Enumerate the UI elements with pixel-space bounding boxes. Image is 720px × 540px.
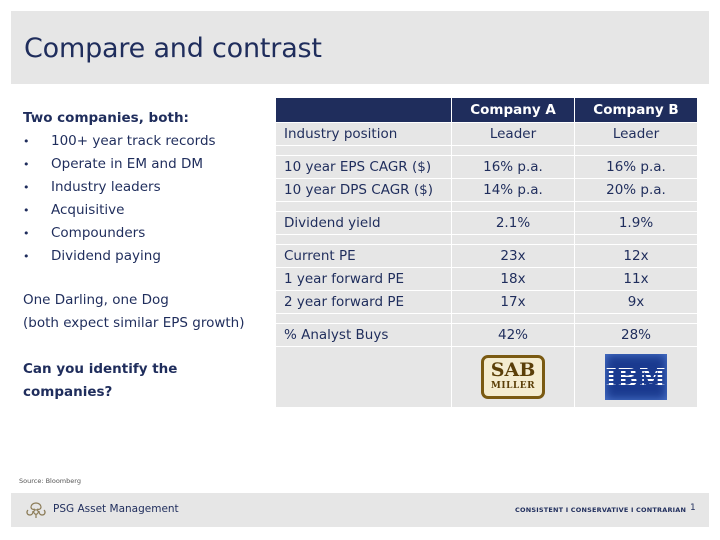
row-label: % Analyst Buys bbox=[275, 323, 452, 347]
table-row: 10 year DPS CAGR ($) 14% p.a. 20% p.a. bbox=[275, 178, 698, 202]
list-item: • Acquisitive bbox=[23, 199, 268, 222]
slide-title: Compare and contrast bbox=[24, 33, 322, 64]
sabmiller-logo-line2: MILLER bbox=[490, 381, 536, 391]
comparison-table-grid: Company A Company B Industry position Le… bbox=[275, 97, 698, 408]
company-b-value: Leader bbox=[574, 122, 698, 146]
sabmiller-logo: SAB MILLER bbox=[481, 355, 545, 399]
ibm-logo-text: IBM bbox=[605, 363, 667, 392]
company-a-value: 16% p.a. bbox=[451, 155, 575, 179]
company-b-value: 12x bbox=[574, 244, 698, 268]
company-b-logo-cell: IBM bbox=[574, 346, 698, 408]
header-cell-blank bbox=[275, 97, 452, 123]
title-bar: Compare and contrast bbox=[11, 11, 709, 84]
row-label: 10 year EPS CAGR ($) bbox=[275, 155, 452, 179]
list-item: • 100+ year track records bbox=[23, 130, 268, 153]
logo-row: SAB MILLER IBM bbox=[275, 346, 698, 408]
company-b-value: 16% p.a. bbox=[574, 155, 698, 179]
spacer bbox=[23, 268, 268, 289]
psg-logo-icon bbox=[26, 502, 46, 518]
header-company-a: Company A bbox=[451, 97, 575, 123]
bullet-text: 100+ year track records bbox=[51, 133, 216, 149]
bullet-icon: • bbox=[23, 135, 30, 148]
row-label: 10 year DPS CAGR ($) bbox=[275, 178, 452, 202]
bullet-icon: • bbox=[23, 181, 30, 194]
table-row: 1 year forward PE 18x 11x bbox=[275, 267, 698, 291]
company-b-value: 28% bbox=[574, 323, 698, 347]
company-b-value: 11x bbox=[574, 267, 698, 291]
company-a-value: 23x bbox=[451, 244, 575, 268]
intro-heading: Two companies, both: bbox=[23, 110, 189, 126]
table-row: 2 year forward PE 17x 9x bbox=[275, 290, 698, 314]
bullet-text: Dividend paying bbox=[51, 248, 161, 264]
table-spacer-row bbox=[275, 201, 698, 212]
list-item: • Compounders bbox=[23, 222, 268, 245]
company-a-value: 18x bbox=[451, 267, 575, 291]
comparison-table: Company A Company B Industry position Le… bbox=[275, 97, 698, 451]
row-label: Industry position bbox=[275, 122, 452, 146]
sabmiller-logo-line1: SAB bbox=[490, 359, 536, 381]
growth-line: (both expect similar EPS growth) bbox=[23, 315, 245, 331]
bullet-icon: • bbox=[23, 204, 30, 217]
row-label: Current PE bbox=[275, 244, 452, 268]
table-spacer-row bbox=[275, 313, 698, 324]
intro-panel: Two companies, both: • 100+ year track re… bbox=[23, 107, 268, 400]
bullet-text: Compounders bbox=[51, 225, 146, 241]
company-b-value: 1.9% bbox=[574, 211, 698, 235]
table-row: Industry position Leader Leader bbox=[275, 122, 698, 146]
company-a-value: 17x bbox=[451, 290, 575, 314]
company-b-value: 20% p.a. bbox=[574, 178, 698, 202]
company-a-value: Leader bbox=[451, 122, 575, 146]
row-label: Dividend yield bbox=[275, 211, 452, 235]
question-line: Can you identify the companies? bbox=[23, 361, 178, 400]
table-spacer-row bbox=[275, 145, 698, 156]
row-label: 2 year forward PE bbox=[275, 290, 452, 314]
company-a-value: 14% p.a. bbox=[451, 178, 575, 202]
list-item: • Operate in EM and DM bbox=[23, 153, 268, 176]
table-row: 10 year EPS CAGR ($) 16% p.a. 16% p.a. bbox=[275, 155, 698, 179]
table-row: % Analyst Buys 42% 28% bbox=[275, 323, 698, 347]
page-number: 1 bbox=[690, 503, 696, 513]
darling-line: One Darling, one Dog bbox=[23, 292, 169, 308]
bullet-text: Acquisitive bbox=[51, 202, 125, 218]
bullet-text: Industry leaders bbox=[51, 179, 161, 195]
table-spacer-row bbox=[275, 234, 698, 245]
brand-name: PSG Asset Management bbox=[53, 503, 179, 515]
logo-row-blank bbox=[275, 346, 452, 408]
bullet-icon: • bbox=[23, 227, 30, 240]
table-header-row: Company A Company B bbox=[275, 97, 698, 123]
bullet-icon: • bbox=[23, 158, 30, 171]
footer-bar: PSG Asset Management CONSISTENT I CONSER… bbox=[11, 493, 709, 527]
bullet-icon: • bbox=[23, 250, 30, 263]
list-item: • Industry leaders bbox=[23, 176, 268, 199]
company-b-value: 9x bbox=[574, 290, 698, 314]
list-item: • Dividend paying bbox=[23, 245, 268, 268]
bullet-text: Operate in EM and DM bbox=[51, 156, 204, 172]
ibm-logo: IBM bbox=[605, 354, 667, 400]
company-a-value: 2.1% bbox=[451, 211, 575, 235]
company-a-logo-cell: SAB MILLER bbox=[451, 346, 575, 408]
table-row: Dividend yield 2.1% 1.9% bbox=[275, 211, 698, 235]
brand-tagline: CONSISTENT I CONSERVATIVE I CONTRARIAN bbox=[515, 506, 687, 514]
table-row: Current PE 23x 12x bbox=[275, 244, 698, 268]
company-a-value: 42% bbox=[451, 323, 575, 347]
row-label: 1 year forward PE bbox=[275, 267, 452, 291]
header-company-b: Company B bbox=[574, 97, 698, 123]
source-note: Source: Bloomberg bbox=[19, 477, 81, 485]
